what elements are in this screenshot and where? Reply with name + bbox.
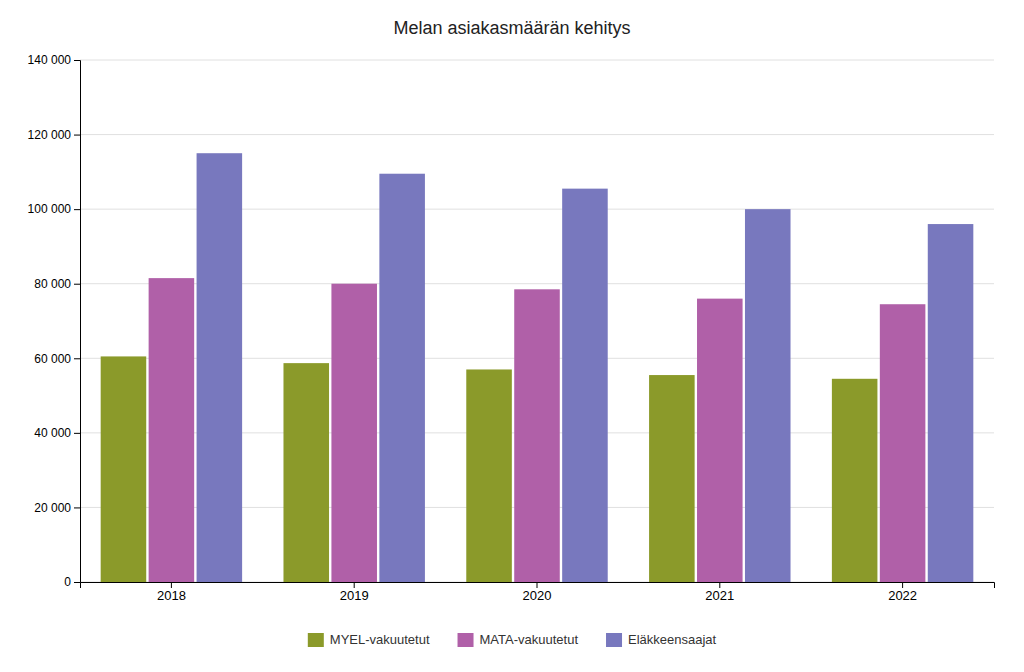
legend-swatch — [308, 633, 324, 647]
legend-label: MATA-vakuutetut — [480, 632, 579, 647]
tick: 100 000 — [28, 202, 80, 216]
bar — [697, 299, 743, 582]
tick-label: 2020 — [523, 588, 552, 603]
legend-swatch — [458, 633, 474, 647]
tick: 60 000 — [34, 352, 80, 366]
bar — [379, 174, 425, 582]
tick-label: 2018 — [157, 588, 186, 603]
tick-label: 120 000 — [28, 128, 72, 142]
bar — [832, 379, 878, 582]
grid — [80, 60, 994, 582]
bar — [514, 289, 560, 582]
plot-area: 0 20 000 40 000 60 000 80 000 100 000 120 000 1… — [28, 53, 995, 603]
legend-label: MYEL-vakuutetut — [330, 632, 430, 647]
bar — [562, 189, 608, 582]
tick-label: 2021 — [705, 588, 734, 603]
chart: 0 20 000 40 000 60 000 80 000 100 000 120 000 1… — [0, 0, 1024, 672]
legend-swatch — [606, 633, 622, 647]
bar — [880, 304, 926, 582]
tick-mark — [74, 284, 80, 285]
tick-label: 80 000 — [34, 277, 71, 291]
tick-mark — [74, 60, 80, 61]
bar — [149, 278, 195, 582]
tick: 0 — [64, 575, 80, 589]
tick-label: 140 000 — [28, 53, 72, 67]
tick-label: 2019 — [340, 588, 369, 603]
tick: 2022 — [888, 582, 917, 603]
tick-mark — [537, 582, 538, 588]
tick-mark — [719, 582, 720, 588]
legend-item: MATA-vakuutetut — [458, 632, 579, 647]
tick-mark — [74, 209, 80, 210]
tick-mark — [171, 582, 172, 588]
tick-mark — [74, 433, 80, 434]
tick: 2021 — [705, 582, 734, 603]
tick: 40 000 — [34, 426, 80, 440]
axis-line — [74, 61, 81, 583]
legend: MYEL-vakuutetut MATA-vakuutetut Eläkkeensa… — [308, 632, 717, 647]
legend-label: Eläkkeensaajat — [628, 632, 717, 647]
tick-label: 100 000 — [28, 202, 72, 216]
legend-item: Eläkkeensaajat — [606, 632, 717, 647]
tick-mark — [354, 582, 355, 588]
tick: 120 000 — [28, 128, 80, 142]
tick: 80 000 — [34, 277, 80, 291]
bars — [101, 153, 974, 582]
bar — [197, 153, 243, 582]
tick-mark — [74, 582, 80, 583]
tick-mark — [74, 358, 80, 359]
bar — [101, 356, 147, 582]
bar — [466, 369, 512, 582]
bar — [745, 209, 791, 582]
bar — [649, 375, 695, 582]
grid-line — [80, 60, 994, 61]
axis-line — [81, 583, 995, 589]
tick-mark — [74, 507, 80, 508]
tick: 20 000 — [34, 501, 80, 515]
tick-label: 60 000 — [34, 352, 71, 366]
bar — [331, 284, 377, 582]
legend-item: MYEL-vakuutetut — [308, 632, 430, 647]
tick-mark — [902, 582, 903, 588]
tick: 2020 — [523, 582, 552, 603]
tick: 140 000 — [28, 53, 80, 67]
tick-label: 20 000 — [34, 501, 71, 515]
bar — [928, 224, 974, 582]
x-axis: 2018 2019 2020 2021 2022 — [81, 582, 995, 603]
bar-series — [197, 153, 974, 582]
tick: 2018 — [157, 582, 186, 603]
bar — [283, 363, 329, 582]
tick-label: 40 000 — [34, 426, 71, 440]
bar-series — [149, 278, 926, 582]
tick-label: 2022 — [888, 588, 917, 603]
title: Melan asiakasmäärän kehitys — [393, 18, 630, 38]
tick-label: 0 — [64, 575, 71, 589]
y-axis: 0 20 000 40 000 60 000 80 000 100 000 120 000 1… — [28, 53, 81, 589]
grid-line — [80, 134, 994, 135]
tick-mark — [74, 135, 80, 136]
tick: 2019 — [340, 582, 369, 603]
